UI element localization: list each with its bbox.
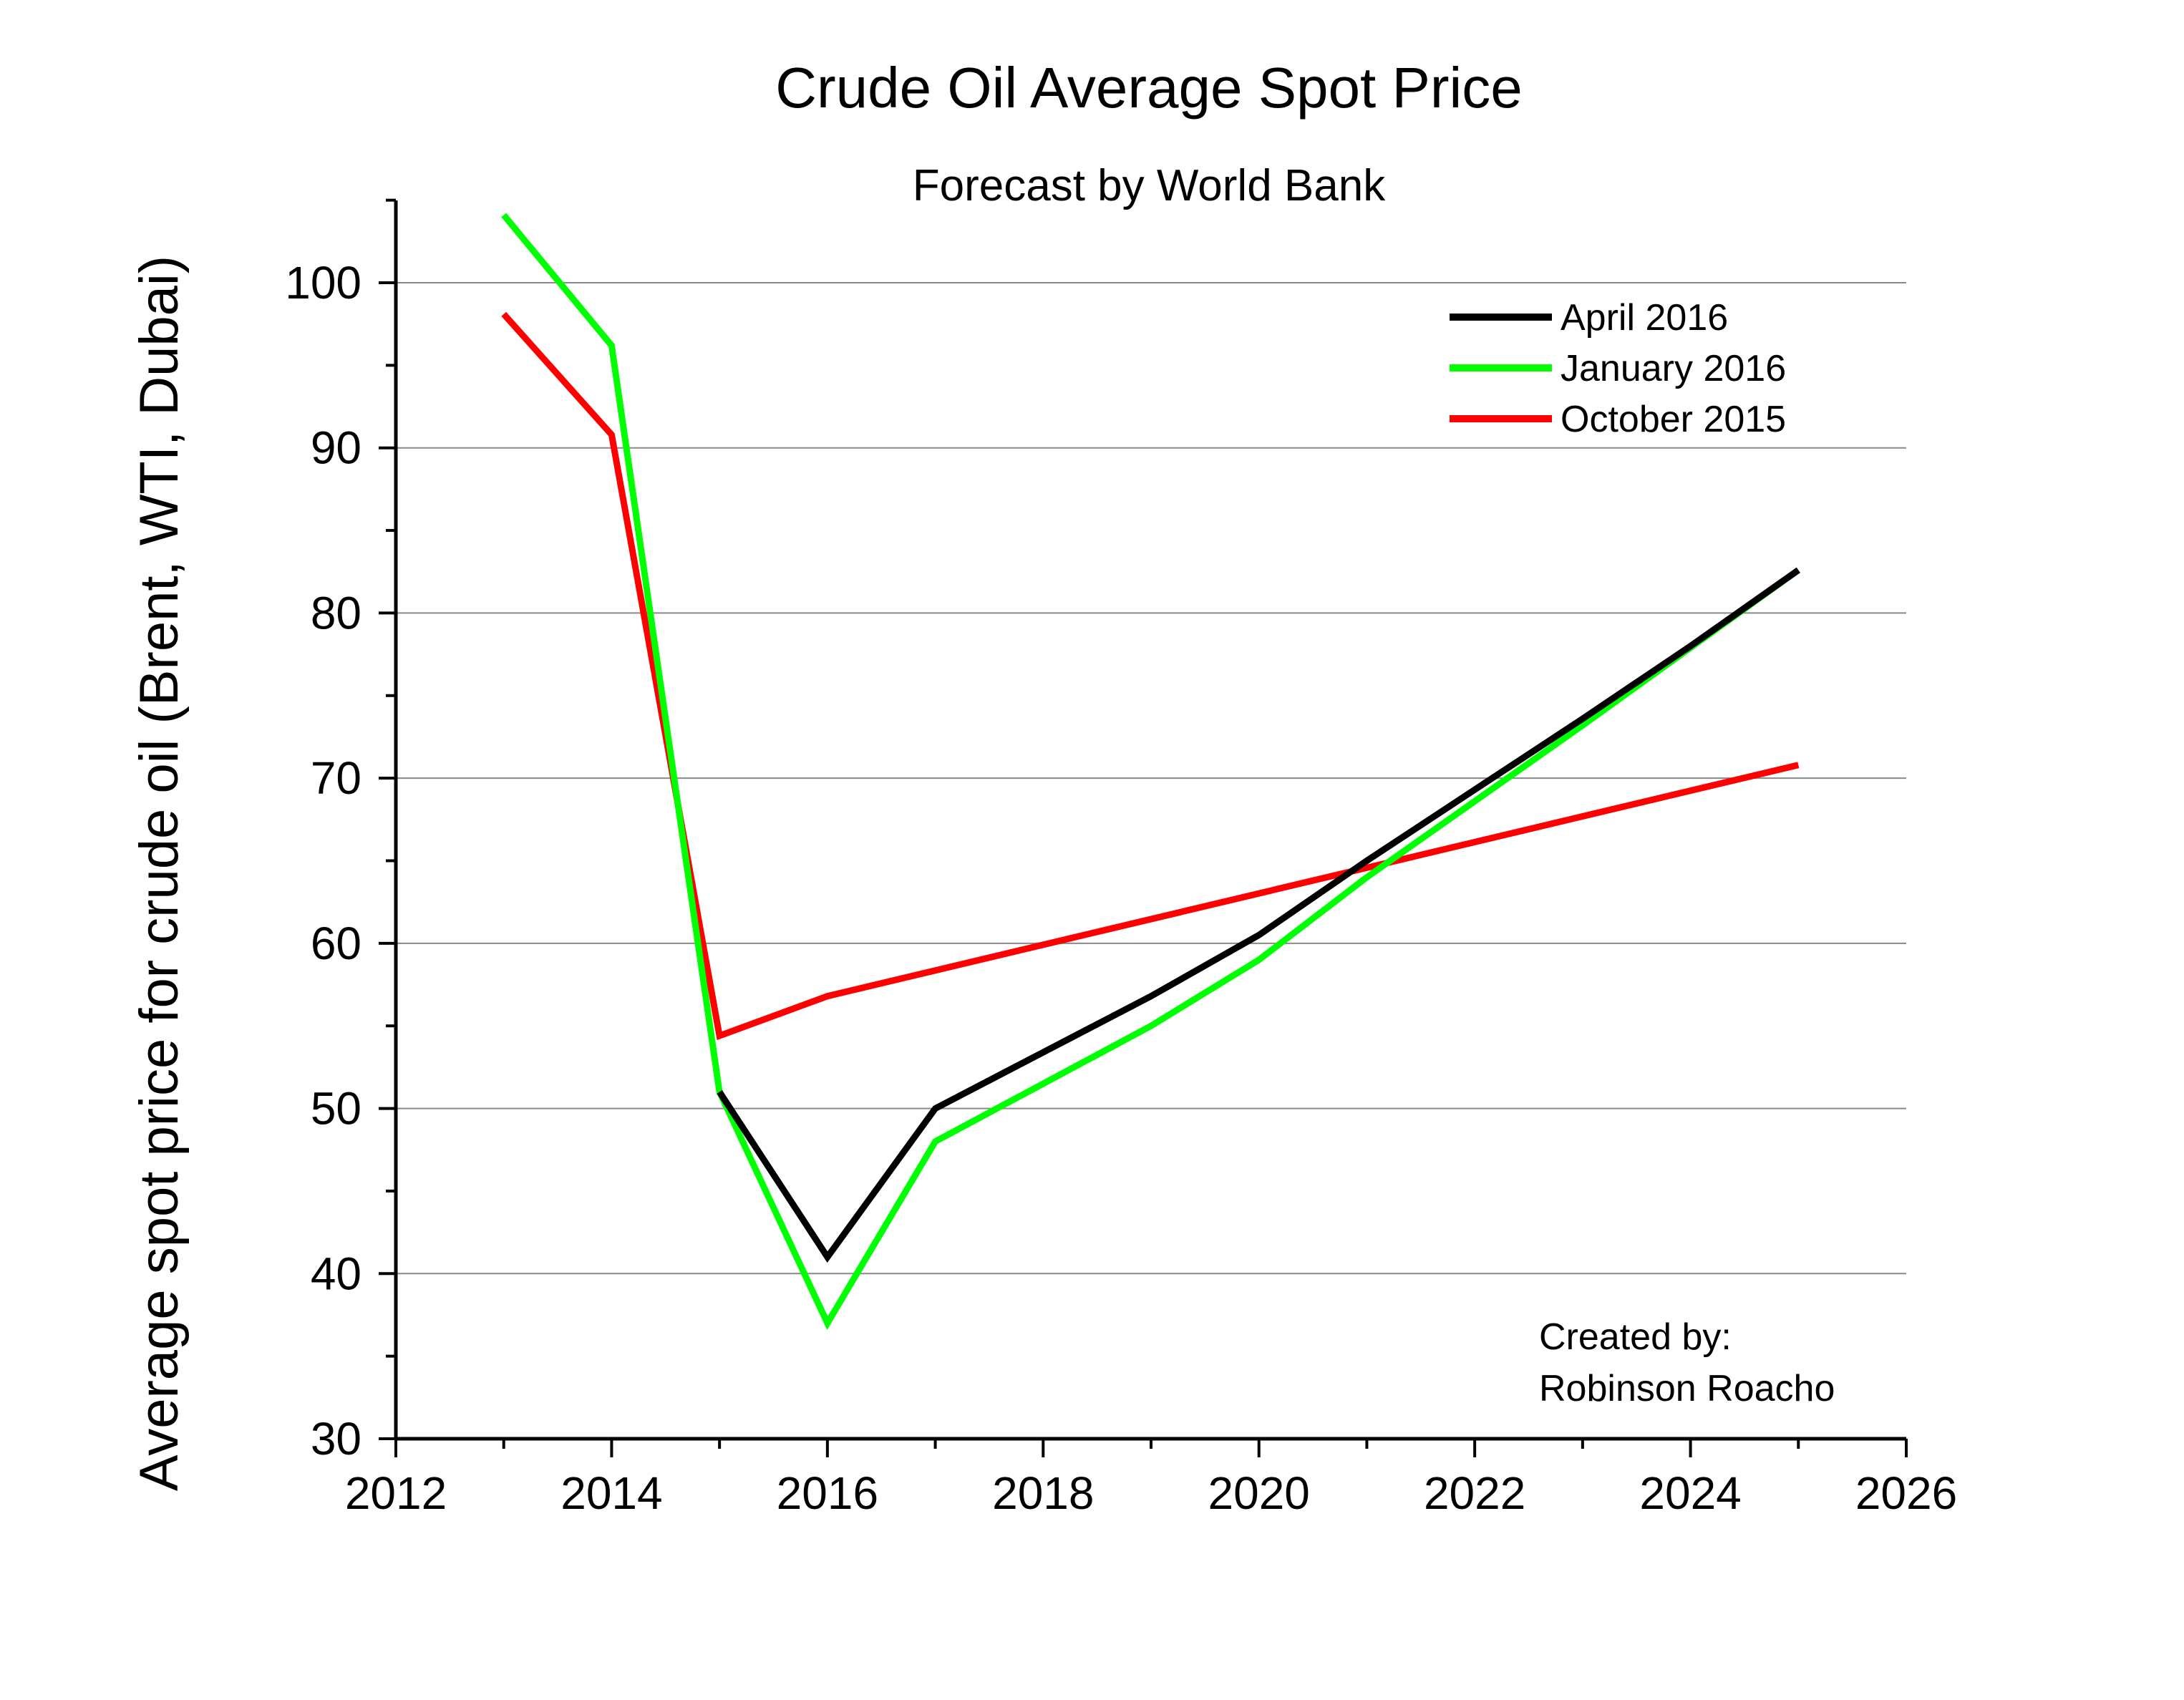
series-line-october-2015 <box>501 311 1800 1041</box>
x-tick-label-2012: 2012 <box>345 1467 447 1519</box>
y-axis-label: Average spot price for crude oil (Brent,… <box>129 256 190 1491</box>
x-tick-label-2024: 2024 <box>1639 1467 1741 1519</box>
legend-label-october-2015: October 2015 <box>1561 399 1786 440</box>
legend-label-january-2016: January 2016 <box>1561 348 1786 389</box>
y-tick-label-70: 70 <box>311 752 361 804</box>
legend-label-april-2016: April 2016 <box>1561 297 1728 339</box>
y-tick-label-100: 100 <box>285 257 361 309</box>
y-tick-label-50: 50 <box>311 1083 361 1135</box>
y-tick-label-90: 90 <box>311 422 361 474</box>
x-tick-label-2022: 2022 <box>1424 1467 1525 1519</box>
x-tick-label-2016: 2016 <box>777 1467 878 1519</box>
y-tick-label-60: 60 <box>311 918 361 969</box>
y-axis-ticks: 30 40 50 60 70 80 90 100 <box>285 198 396 1465</box>
chart-subtitle: Forecast by World Bank <box>913 161 1386 210</box>
x-tick-label-2018: 2018 <box>992 1467 1094 1519</box>
x-tick-label-2026: 2026 <box>1855 1467 1957 1519</box>
chart-title: Crude Oil Average Spot Price <box>775 56 1523 120</box>
y-tick-label-30: 30 <box>311 1413 361 1465</box>
x-tick-label-2020: 2020 <box>1208 1467 1310 1519</box>
series-line-april-2016 <box>717 567 1800 1263</box>
y-tick-label-80: 80 <box>311 587 361 638</box>
credit-line-2: Robinson Roacho <box>1539 1368 1835 1409</box>
y-tick-label-40: 40 <box>311 1248 361 1299</box>
x-tick-label-2014: 2014 <box>560 1467 662 1519</box>
credit-line-1: Created by: <box>1539 1316 1732 1358</box>
series-lines <box>501 213 1800 1331</box>
x-axis-ticks: 2012 2014 2016 2018 2020 2022 2024 2026 <box>345 1439 1957 1519</box>
legend: April 2016 January 2016 October 2015 <box>1450 297 1786 440</box>
